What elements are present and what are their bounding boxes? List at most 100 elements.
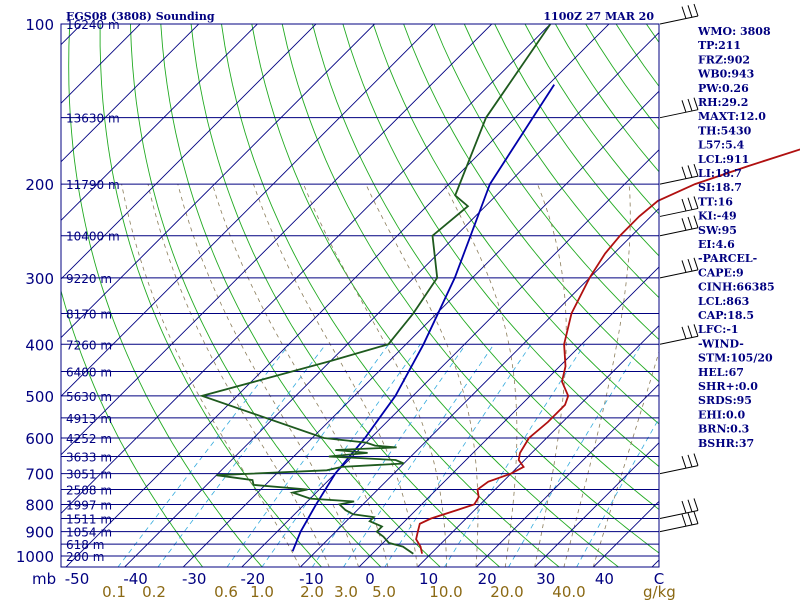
dry-adiabat	[61, 288, 204, 567]
wind-barb-flag	[687, 258, 693, 272]
moist-adiabat	[147, 184, 330, 567]
index-line: TH:5430	[698, 124, 752, 137]
temp-tick-label: 20	[478, 570, 497, 588]
mixing-ratio-label: 0.6	[214, 583, 238, 600]
isotherm	[61, 24, 434, 397]
wind-barb-flag	[687, 512, 693, 526]
index-line: SI:18.7	[698, 181, 742, 194]
mixing-ratio-label: 0.1	[102, 583, 126, 600]
moist-adiabat	[365, 183, 479, 567]
index-line: BRN:0.3	[698, 423, 749, 436]
temp-tick-label: -30	[182, 570, 207, 588]
dry-adiabat	[463, 24, 659, 299]
wind-barb-flag	[693, 215, 699, 228]
isotherm	[182, 90, 659, 567]
pressure-label: 600	[25, 430, 54, 448]
mixing-ratio-line	[157, 344, 327, 567]
pressure-label: 700	[25, 466, 54, 484]
wind-barb-flag	[681, 198, 687, 212]
dry-adiabat	[585, 24, 659, 130]
index-line: MAXT:12.0	[698, 110, 766, 123]
wind-barb-flag	[693, 453, 699, 466]
mixing-ratio-label: 3.0	[334, 583, 358, 600]
temp-tick-label: -20	[241, 570, 266, 588]
height-label: 13630 m	[66, 112, 120, 126]
dry-adiabat	[281, 24, 659, 554]
chart-datetime: 1100Z 27 MAR 20	[543, 10, 654, 23]
pressure-label: 400	[25, 336, 54, 354]
height-label: 4913 m	[66, 412, 112, 426]
isotherm	[416, 324, 659, 567]
height-label: 618 m	[66, 538, 104, 552]
mixing-ratio-line	[311, 344, 467, 567]
isotherm	[61, 24, 259, 222]
wind-barb-flag	[681, 218, 687, 231]
mixing-ratio-label: 1.0	[250, 583, 274, 600]
height-label: 1511 m	[66, 512, 112, 526]
mixing-ratio-unit: g/kg	[643, 583, 676, 600]
moist-adiabat	[563, 184, 631, 567]
wind-barb-flag	[681, 166, 687, 179]
height-label: 5630 m	[66, 390, 112, 404]
pressure-label: 500	[25, 388, 54, 406]
wind-barb-staff	[659, 465, 699, 475]
moist-adiabat	[303, 183, 448, 567]
wind-barb-flag	[681, 6, 687, 19]
isotherm	[123, 31, 659, 567]
index-line: SHR+:0.0	[698, 380, 758, 393]
wind-barb-flag	[687, 499, 693, 512]
temp-tick-label: 40	[595, 570, 614, 588]
index-line: SRDS:95	[698, 394, 752, 407]
isotherm	[475, 383, 659, 567]
isotherm	[534, 442, 659, 567]
index-line: -WIND-	[698, 337, 744, 350]
wind-barb-flag	[681, 326, 687, 340]
mixing-ratio-label: 0.2	[142, 583, 166, 600]
isotherm	[61, 24, 200, 163]
wind-barb-flag	[693, 163, 699, 177]
temp-tick-label: 10	[419, 570, 438, 588]
index-line: LFC:-1	[698, 323, 739, 336]
mixing-ratio-line	[226, 344, 390, 567]
dry-adiabat	[494, 24, 659, 257]
mixing-ratio-line	[343, 344, 495, 567]
temp-tick-label: -10	[299, 570, 324, 588]
pressure-label: 100	[25, 16, 54, 34]
wind-barb-flag	[693, 324, 699, 337]
index-line: CINH:66385	[698, 281, 775, 294]
index-line: EI:4.6	[698, 238, 735, 251]
index-line: FRZ:902	[698, 53, 750, 66]
dry-adiabat	[555, 24, 659, 173]
pressure-label: 900	[25, 524, 54, 542]
dewpoint-trace	[198, 23, 552, 555]
index-line: HEL:67	[698, 366, 744, 379]
isotherm	[61, 24, 141, 104]
moist-adiabat	[121, 184, 301, 567]
dry-adiabat	[768, 24, 800, 567]
wind-barb-flag	[693, 498, 699, 511]
wind-barb-flag	[687, 454, 693, 468]
index-line: LCL:863	[698, 295, 749, 308]
height-label: 11790 m	[66, 178, 120, 192]
index-line: PW:0.26	[698, 82, 749, 95]
index-line: RH:29.2	[698, 96, 748, 109]
temp-tick-label: -50	[65, 570, 90, 588]
wind-barb-flag	[693, 97, 699, 110]
parcel-trace	[291, 84, 555, 552]
index-line: TP:211	[698, 39, 741, 52]
isotherm	[65, 24, 610, 567]
height-label: 3633 m	[66, 450, 112, 464]
dry-adiabat	[160, 24, 441, 567]
height-label: 16240 m	[66, 18, 120, 32]
x-axis-title: mb	[32, 570, 56, 588]
isotherm	[61, 24, 376, 339]
dry-adiabat	[190, 24, 501, 567]
dry-adiabat	[68, 24, 263, 567]
moist-adiabat	[212, 183, 389, 567]
temp-tick-label: 30	[536, 570, 555, 588]
diagram-grid	[61, 23, 800, 567]
index-line: SW:95	[698, 224, 737, 237]
wind-barb-flag	[693, 511, 699, 524]
